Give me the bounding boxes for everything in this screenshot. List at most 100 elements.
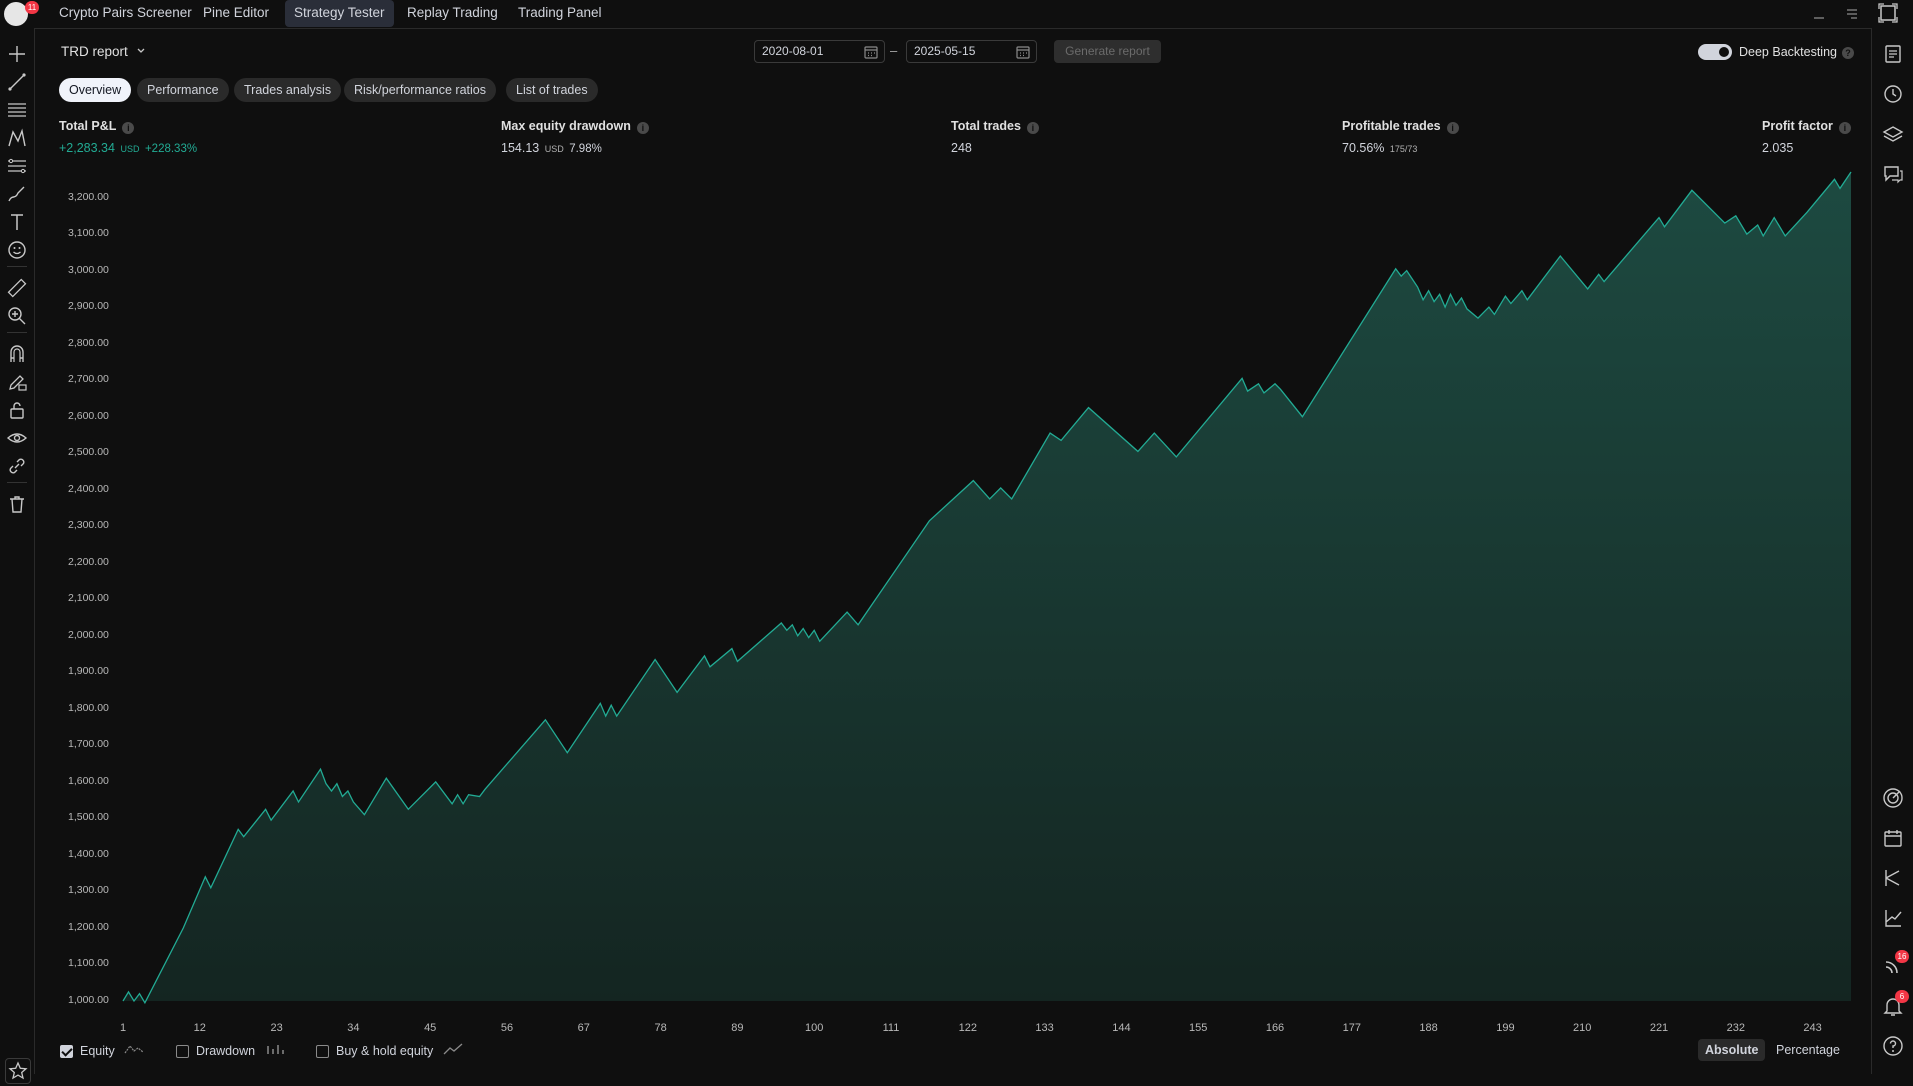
buy-hold-label: Buy & hold equity bbox=[336, 1044, 434, 1058]
favorites-star-icon[interactable] bbox=[5, 1058, 31, 1084]
eye-icon[interactable] bbox=[5, 426, 29, 450]
y-tick-label: 1,300.00 bbox=[68, 884, 109, 897]
date-range-separator: – bbox=[890, 43, 898, 58]
x-tick-label: 122 bbox=[958, 1022, 977, 1034]
y-tick-label: 2,800.00 bbox=[68, 336, 109, 349]
magnet-icon[interactable] bbox=[5, 342, 29, 366]
clock-alert-icon[interactable] bbox=[1881, 82, 1905, 106]
y-tick-label: 2,500.00 bbox=[68, 446, 109, 459]
calendar-icon[interactable] bbox=[1881, 826, 1905, 850]
chart-axis-icon[interactable] bbox=[1881, 906, 1905, 930]
target-icon[interactable] bbox=[1881, 786, 1905, 810]
trash-icon[interactable] bbox=[5, 492, 29, 516]
y-tick-label: 2,400.00 bbox=[68, 482, 109, 495]
help-icon[interactable]: ? bbox=[1842, 47, 1854, 59]
calendar-icon[interactable] bbox=[1015, 44, 1031, 60]
x-tick-label: 144 bbox=[1112, 1022, 1131, 1034]
info-icon[interactable]: i bbox=[636, 122, 649, 134]
y-tick-label: 3,100.00 bbox=[68, 227, 109, 240]
date-from-input[interactable]: 2020-08-01 bbox=[754, 40, 885, 63]
y-tick-label: 1,100.00 bbox=[68, 957, 109, 970]
ruler-icon[interactable] bbox=[5, 276, 29, 300]
text-icon[interactable] bbox=[5, 210, 29, 234]
pencil-lock-icon[interactable] bbox=[5, 370, 29, 394]
link-icon[interactable] bbox=[5, 454, 29, 478]
max-drawdown-percent: 7.98% bbox=[569, 143, 602, 155]
deep-backtesting-label: Deep Backtesting bbox=[1739, 45, 1837, 59]
absolute-mode-button[interactable]: Absolute bbox=[1698, 1039, 1766, 1061]
report-title-dropdown[interactable]: TRD report bbox=[61, 44, 146, 59]
y-tick-label: 2,000.00 bbox=[68, 628, 109, 641]
subtab-list-of-trades[interactable]: List of trades bbox=[506, 78, 598, 102]
tab-trading-panel[interactable]: Trading Panel bbox=[518, 5, 602, 20]
subtab-risk-performance-ratios[interactable]: Risk/performance ratios bbox=[344, 78, 496, 102]
deep-backtesting-toggle[interactable] bbox=[1698, 44, 1732, 60]
tab-replay-trading[interactable]: Replay Trading bbox=[407, 5, 498, 20]
x-tick-label: 34 bbox=[347, 1022, 360, 1034]
x-tick-label: 67 bbox=[577, 1022, 590, 1034]
chat-icon[interactable] bbox=[1881, 162, 1905, 186]
tab-crypto-pairs-screener[interactable]: Crypto Pairs Screener bbox=[59, 5, 192, 20]
profit-factor-value: 2.035 bbox=[1762, 141, 1794, 155]
date-to-input[interactable]: 2025-05-15 bbox=[906, 40, 1037, 63]
tab-pine-editor[interactable]: Pine Editor bbox=[203, 5, 270, 20]
bell-badge: 6 bbox=[1895, 990, 1909, 1003]
minimize-icon[interactable] bbox=[1812, 6, 1826, 23]
max-drawdown-label: Max equity drawdown i bbox=[501, 119, 649, 134]
pattern-icon[interactable] bbox=[5, 126, 29, 150]
emoji-icon[interactable] bbox=[5, 238, 29, 262]
info-icon[interactable]: i bbox=[1446, 122, 1459, 134]
maximize-icon[interactable] bbox=[1878, 3, 1898, 26]
profitable-trades-label: Profitable trades i bbox=[1342, 119, 1459, 134]
horizontal-lines-icon[interactable] bbox=[5, 98, 29, 122]
logo-avatar[interactable]: 11 bbox=[4, 1, 39, 26]
y-tick-label: 1,200.00 bbox=[68, 920, 109, 933]
layers-icon[interactable] bbox=[1881, 122, 1905, 146]
equity-label: Equity bbox=[80, 1044, 115, 1058]
x-tick-label: 177 bbox=[1342, 1022, 1361, 1034]
tab-strategy-tester[interactable]: Strategy Tester bbox=[285, 0, 394, 27]
x-tick-label: 100 bbox=[805, 1022, 824, 1034]
drawdown-label: Drawdown bbox=[196, 1044, 256, 1058]
buy-hold-equity-checkbox[interactable]: Buy & hold equity bbox=[316, 1043, 463, 1059]
subtab-trades-analysis[interactable]: Trades analysis bbox=[234, 78, 342, 102]
crosshair-icon[interactable] bbox=[5, 42, 29, 66]
y-tick-label: 1,000.00 bbox=[68, 994, 109, 1006]
chevron-down-icon bbox=[137, 48, 144, 53]
y-tick-label: 1,400.00 bbox=[68, 847, 109, 860]
trend-line-icon[interactable] bbox=[5, 70, 29, 94]
info-icon[interactable]: i bbox=[1026, 122, 1039, 134]
y-tick-label: 2,600.00 bbox=[68, 409, 109, 422]
x-tick-label: 78 bbox=[654, 1022, 667, 1034]
drawdown-checkbox[interactable]: Drawdown bbox=[176, 1043, 285, 1059]
bell-icon[interactable]: 6 bbox=[1881, 990, 1909, 1018]
info-icon[interactable]: i bbox=[122, 122, 135, 134]
panel-layout-icon[interactable] bbox=[1845, 6, 1859, 23]
lock-icon[interactable] bbox=[5, 398, 29, 422]
subtab-overview[interactable]: Overview bbox=[59, 78, 132, 102]
brush-icon[interactable] bbox=[5, 182, 29, 206]
zoom-in-icon[interactable] bbox=[5, 304, 29, 328]
branches-icon[interactable] bbox=[1881, 866, 1905, 890]
fib-tool-icon[interactable] bbox=[5, 154, 29, 178]
profit-factor-label: Profit factor i bbox=[1762, 119, 1851, 134]
calendar-icon[interactable] bbox=[863, 44, 879, 60]
percentage-mode-button[interactable]: Percentage bbox=[1776, 1043, 1840, 1057]
rss-feed-icon[interactable]: 16 bbox=[1881, 950, 1909, 978]
checkbox-checked[interactable] bbox=[60, 1045, 73, 1058]
x-tick-label: 210 bbox=[1573, 1022, 1592, 1034]
checkbox-unchecked[interactable] bbox=[316, 1045, 329, 1058]
y-tick-label: 2,300.00 bbox=[68, 519, 109, 532]
info-icon[interactable]: i bbox=[1838, 122, 1851, 134]
notes-icon[interactable] bbox=[1881, 42, 1905, 66]
equity-checkbox[interactable]: Equity bbox=[60, 1043, 144, 1059]
generate-report-button[interactable]: Generate report bbox=[1054, 40, 1161, 63]
x-tick-label: 111 bbox=[882, 1022, 900, 1034]
max-drawdown-unit: USD bbox=[544, 144, 564, 154]
checkbox-unchecked[interactable] bbox=[176, 1045, 189, 1058]
subtab-performance[interactable]: Performance bbox=[137, 78, 229, 102]
drawing-toolbar bbox=[0, 28, 35, 1084]
help-icon[interactable] bbox=[1881, 1034, 1905, 1058]
right-toolbar: 16 6 bbox=[1871, 28, 1913, 1074]
